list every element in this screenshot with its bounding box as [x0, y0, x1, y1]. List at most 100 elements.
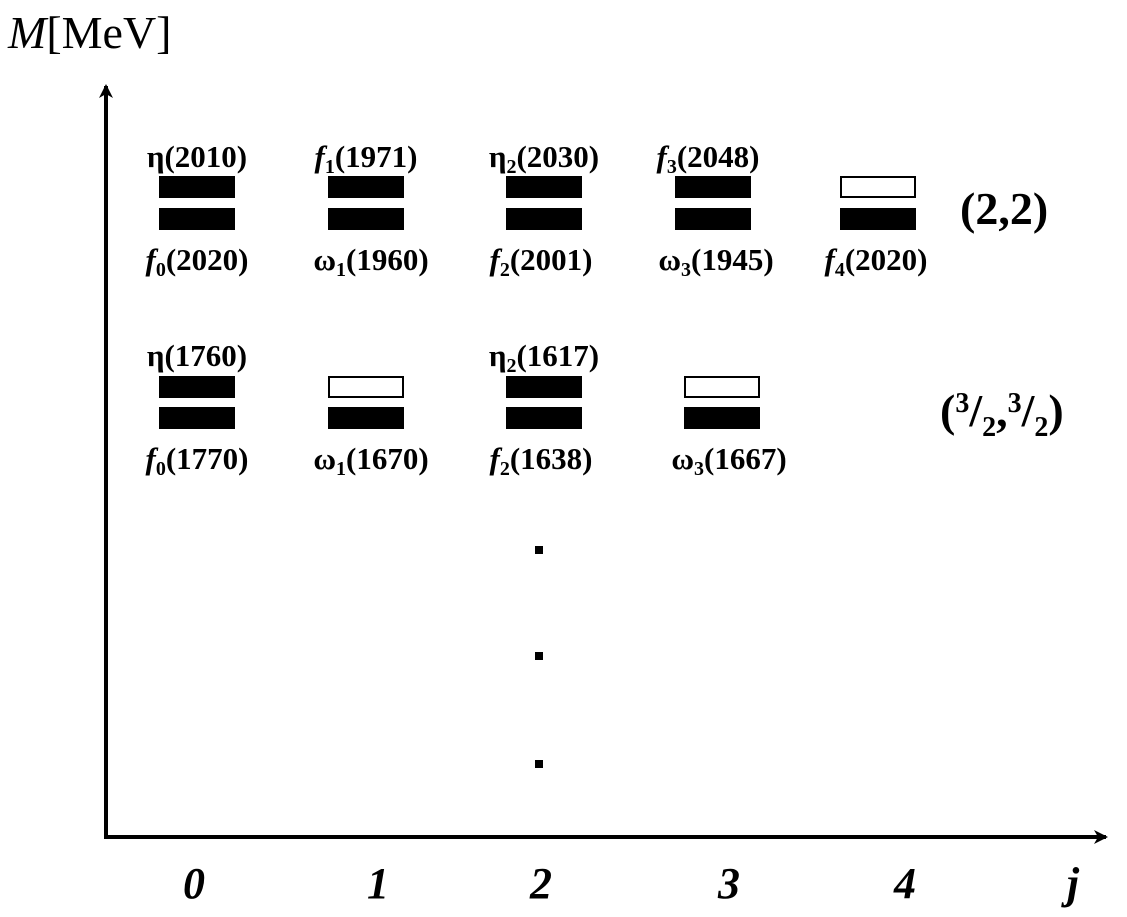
particle-mass: (2010) [164, 139, 248, 174]
particle-subscript: 0 [155, 458, 166, 480]
state-label: f4(2020) [824, 242, 928, 280]
state-label: η(2010) [147, 141, 247, 172]
label-first: 2 [975, 183, 999, 234]
particle-mass: (1638) [509, 441, 593, 476]
fraction-denominator: 2 [982, 412, 997, 443]
particle-mass: (1770) [165, 441, 249, 476]
level-bar-filled [328, 208, 404, 230]
state-label: ω1(1960) [313, 242, 429, 280]
particle-symbol: η [488, 139, 507, 174]
particle-subscript: 2 [499, 458, 510, 480]
multiplet-label: (2,2) [960, 186, 1048, 232]
level-bar-filled [675, 176, 751, 198]
particle-mass: (2020) [165, 242, 249, 277]
particle-subscript: 2 [506, 156, 517, 178]
x-tick-label: 4 [894, 859, 916, 908]
state-label: f0(2020) [145, 242, 249, 280]
particle-symbol: η [146, 139, 165, 174]
level-bar-filled [840, 208, 916, 230]
x-tick-label: 2 [530, 859, 552, 908]
paren-open: ( [940, 385, 956, 436]
ellipsis-dot [535, 546, 543, 554]
level-bar-filled [675, 208, 751, 230]
particle-symbol: f [145, 441, 156, 476]
paren-close: ) [1048, 385, 1064, 436]
level-bar-empty [684, 376, 760, 398]
particle-symbol: ω [658, 242, 682, 277]
particle-subscript: 3 [694, 458, 705, 480]
particle-subscript: 1 [336, 458, 347, 480]
state-label: η2(1617) [488, 338, 600, 376]
particle-mass: (2048) [676, 139, 760, 174]
state-label: f0(1770) [145, 441, 249, 479]
particle-symbol: ω [313, 441, 337, 476]
fraction-slash: / [1021, 385, 1035, 436]
y-axis-unit: [MeV] [46, 7, 172, 58]
label-sep: , [998, 183, 1010, 234]
level-bar-filled [159, 208, 235, 230]
particle-symbol: f [824, 242, 835, 277]
level-bar-empty [328, 376, 404, 398]
particle-mass: (1945) [691, 242, 774, 277]
level-bar-filled [506, 176, 582, 198]
particle-symbol: f [145, 242, 156, 277]
particle-subscript: 2 [499, 259, 510, 281]
particle-mass: (2020) [844, 242, 928, 277]
particle-symbol: η [488, 338, 507, 373]
particle-subscript: 1 [336, 259, 347, 281]
state-label: η(1760) [147, 340, 247, 371]
particle-subscript: 3 [666, 156, 677, 178]
particle-symbol: ω [671, 441, 695, 476]
level-bar-filled [506, 208, 582, 230]
particle-subscript: 4 [834, 259, 845, 281]
particle-subscript: 1 [324, 156, 335, 178]
level-bar-filled [328, 407, 404, 429]
particle-mass: (2030) [516, 139, 600, 174]
level-bar-filled [328, 176, 404, 198]
particle-symbol: f [489, 441, 500, 476]
state-label: f2(2001) [490, 242, 593, 280]
level-bar-filled [159, 176, 235, 198]
level-bar-filled [506, 407, 582, 429]
paren-close: ) [1032, 183, 1049, 234]
x-tick-label: 3 [718, 859, 740, 908]
x-axis-title: j [1066, 859, 1080, 908]
particle-mass: (1760) [164, 338, 248, 373]
state-label: f3(2048) [657, 139, 760, 177]
state-label: f1(1971) [314, 139, 418, 177]
paren-open: ( [960, 183, 976, 234]
particle-subscript: 3 [681, 259, 692, 281]
ellipsis-dot [535, 760, 543, 768]
x-tick-label: 0 [183, 859, 205, 908]
particle-symbol: η [146, 338, 165, 373]
state-label: ω3(1945) [658, 242, 774, 280]
particle-symbol: ω [313, 242, 337, 277]
particle-subscript: 2 [506, 355, 517, 377]
state-label: f2(1638) [489, 441, 593, 479]
multiplet-label: (3/2,3/2) [940, 385, 1064, 442]
level-bar-empty [840, 176, 916, 198]
level-bar-filled [684, 407, 760, 429]
state-label: η2(2030) [488, 139, 600, 177]
y-axis-symbol: M [8, 7, 47, 58]
particle-mass: (2001) [509, 242, 593, 277]
particle-mass: (1960) [346, 242, 429, 277]
state-label: ω1(1670) [313, 441, 428, 479]
particle-mass: (1667) [704, 441, 787, 476]
ellipsis-dot [535, 652, 543, 660]
label-sep: , [996, 385, 1008, 436]
particle-symbol: f [314, 139, 325, 174]
level-bar-filled [506, 376, 582, 398]
particle-mass: (1971) [334, 139, 418, 174]
state-label: ω3(1667) [671, 441, 787, 479]
level-bar-filled [159, 407, 235, 429]
fraction-denominator: 2 [1034, 412, 1049, 443]
particle-subscript: 0 [155, 259, 166, 281]
y-axis-title: M[MeV] [8, 10, 172, 56]
particle-mass: (1617) [516, 338, 600, 373]
fraction-numerator: 3 [1007, 388, 1022, 419]
fraction-numerator: 3 [955, 388, 970, 419]
x-tick-label: 1 [367, 859, 389, 908]
fraction-slash: / [969, 385, 983, 436]
